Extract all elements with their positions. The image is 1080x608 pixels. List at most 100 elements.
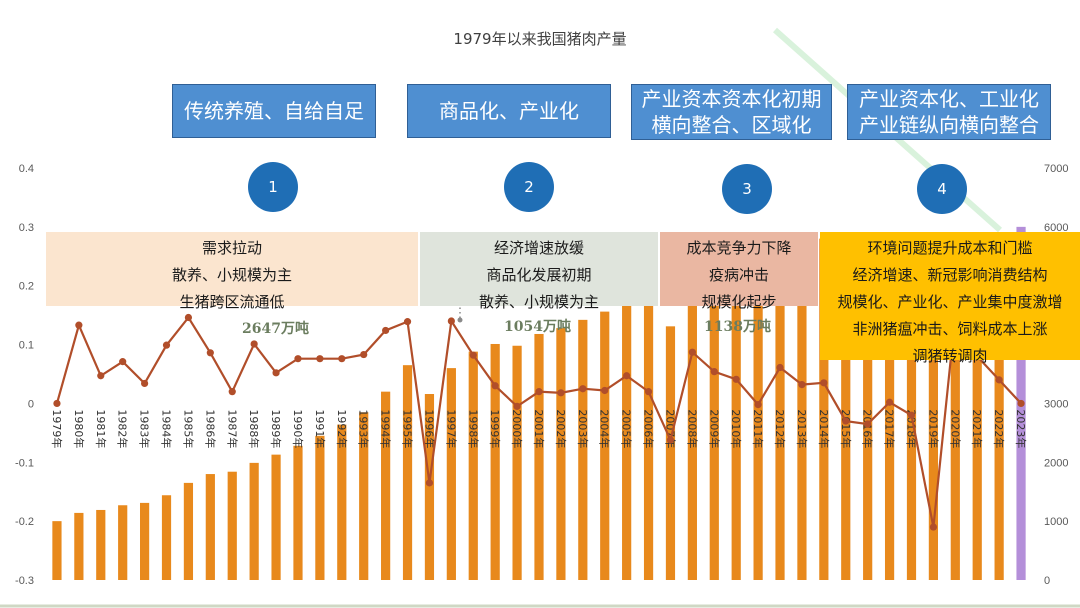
bar bbox=[359, 412, 369, 580]
x-tick-label: 2002年 bbox=[554, 409, 568, 448]
x-tick-label: 2001年 bbox=[532, 409, 546, 448]
line-point bbox=[206, 349, 214, 357]
bar bbox=[205, 474, 215, 580]
bar bbox=[446, 368, 456, 580]
line-point bbox=[491, 382, 499, 390]
line-point bbox=[162, 341, 171, 349]
y-left-tick-label: -0.2 bbox=[15, 516, 34, 528]
line-point bbox=[228, 388, 236, 396]
bar bbox=[578, 319, 588, 580]
x-tick-label: 1994年 bbox=[379, 409, 393, 448]
line-point bbox=[579, 385, 587, 393]
bar bbox=[643, 289, 654, 580]
bar bbox=[337, 424, 347, 580]
annotation-1138: 1138万吨 bbox=[704, 319, 771, 335]
line-point bbox=[469, 351, 477, 359]
x-tick-label: 2005年 bbox=[620, 409, 634, 448]
x-tick-label: 2016年 bbox=[861, 409, 875, 448]
bar bbox=[315, 435, 325, 580]
bar bbox=[96, 509, 106, 580]
phase-marker-3: 3 bbox=[722, 164, 772, 214]
y-right-tick-label: 7000 bbox=[1044, 163, 1068, 175]
bar bbox=[819, 238, 829, 580]
x-tick-label: 1993年 bbox=[357, 409, 371, 448]
phase-label-4: 产业资本化、工业化 产业链纵向横向整合 bbox=[859, 87, 1039, 137]
bar bbox=[468, 351, 478, 580]
x-tick-label: 1991年 bbox=[313, 409, 327, 448]
line-point bbox=[666, 436, 675, 444]
x-tick-label: 1992年 bbox=[335, 409, 349, 448]
bar bbox=[841, 250, 851, 580]
bar bbox=[665, 326, 676, 580]
leader-dot bbox=[457, 317, 463, 323]
line-point bbox=[447, 317, 455, 325]
y-right-tick-label: 2000 bbox=[1044, 457, 1068, 469]
phase-note-2-text: 经济增速放缓 商品化发展初期 散养、小规模为主 bbox=[478, 239, 599, 311]
line-point bbox=[382, 326, 390, 335]
bar bbox=[994, 253, 1004, 580]
x-tick-label: 2012年 bbox=[773, 409, 787, 448]
x-tick-label: 1984年 bbox=[160, 409, 174, 448]
line-point bbox=[995, 376, 1003, 384]
x-tick-label: 2009年 bbox=[707, 409, 721, 448]
y-left-tick-label: 0.4 bbox=[19, 163, 34, 175]
x-tick-label: 2020年 bbox=[948, 409, 962, 448]
line-point bbox=[338, 355, 346, 363]
line-point bbox=[425, 479, 434, 487]
bar bbox=[622, 298, 632, 580]
bar bbox=[972, 268, 982, 580]
phase-note-4: 环境问题提升成本和门槛 经济增速、新冠影响消费结构 规模化、产业化、产业集中度激… bbox=[820, 232, 1080, 365]
bar bbox=[753, 268, 763, 580]
line-point bbox=[644, 388, 653, 396]
bar bbox=[227, 471, 237, 580]
bar bbox=[775, 252, 785, 581]
line-point bbox=[820, 379, 828, 387]
phase-marker-1: 1 bbox=[248, 162, 298, 212]
line-point bbox=[272, 369, 280, 377]
phase-box-2: 商品化、产业化 bbox=[407, 84, 611, 138]
line-point bbox=[776, 363, 784, 372]
line-point bbox=[535, 388, 543, 396]
line-point bbox=[907, 411, 916, 419]
x-tick-label: 2003年 bbox=[576, 409, 590, 448]
x-tick-label: 1980年 bbox=[72, 409, 86, 448]
x-tick-label: 2010年 bbox=[729, 409, 743, 448]
line-point bbox=[119, 358, 127, 366]
phase-note-2: 经济增速放缓 商品化发展初期 散养、小规模为主 bbox=[420, 232, 658, 311]
x-tick-label: 2023年 bbox=[1014, 409, 1028, 448]
x-tick-label: 2022年 bbox=[992, 409, 1006, 448]
x-tick-label: 2000年 bbox=[510, 409, 524, 448]
annotation-1054: 1054万吨 bbox=[504, 319, 571, 335]
bar bbox=[731, 271, 741, 580]
bar bbox=[928, 329, 939, 580]
line-point bbox=[623, 372, 631, 380]
line-point bbox=[732, 375, 740, 383]
x-tick-label: 2007年 bbox=[663, 409, 677, 448]
line-point bbox=[842, 417, 850, 425]
phase-box-4: 产业资本化、工业化 产业链纵向横向整合 bbox=[847, 84, 1051, 140]
bar bbox=[183, 482, 194, 580]
x-tick-label: 1997年 bbox=[444, 409, 458, 448]
line-point bbox=[294, 355, 302, 363]
line-point bbox=[75, 321, 83, 329]
phase-marker-4: 4 bbox=[917, 164, 967, 214]
bar bbox=[381, 391, 391, 580]
phase-label-1: 传统养殖、自给自足 bbox=[184, 99, 364, 123]
bar bbox=[139, 502, 150, 580]
y-left-tick-label: 0 bbox=[28, 398, 34, 410]
bar bbox=[249, 462, 259, 580]
bar bbox=[556, 328, 566, 580]
annotation-2647: 2647万吨 bbox=[242, 321, 309, 337]
phase-note-3: 成本竞争力下降 疫病冲击 规模化起步 bbox=[660, 232, 818, 311]
x-tick-label: 1999年 bbox=[488, 409, 502, 448]
x-tick-label: 2004年 bbox=[598, 409, 612, 448]
line-point bbox=[864, 420, 872, 428]
x-tick-label: 1988年 bbox=[247, 409, 261, 448]
bar bbox=[118, 505, 128, 580]
y-left-tick-label: 0.3 bbox=[19, 222, 34, 234]
x-tick-label: 1981年 bbox=[94, 409, 108, 448]
y-left-tick-label: -0.1 bbox=[15, 457, 34, 469]
bar bbox=[161, 495, 172, 580]
line-point bbox=[403, 318, 412, 326]
